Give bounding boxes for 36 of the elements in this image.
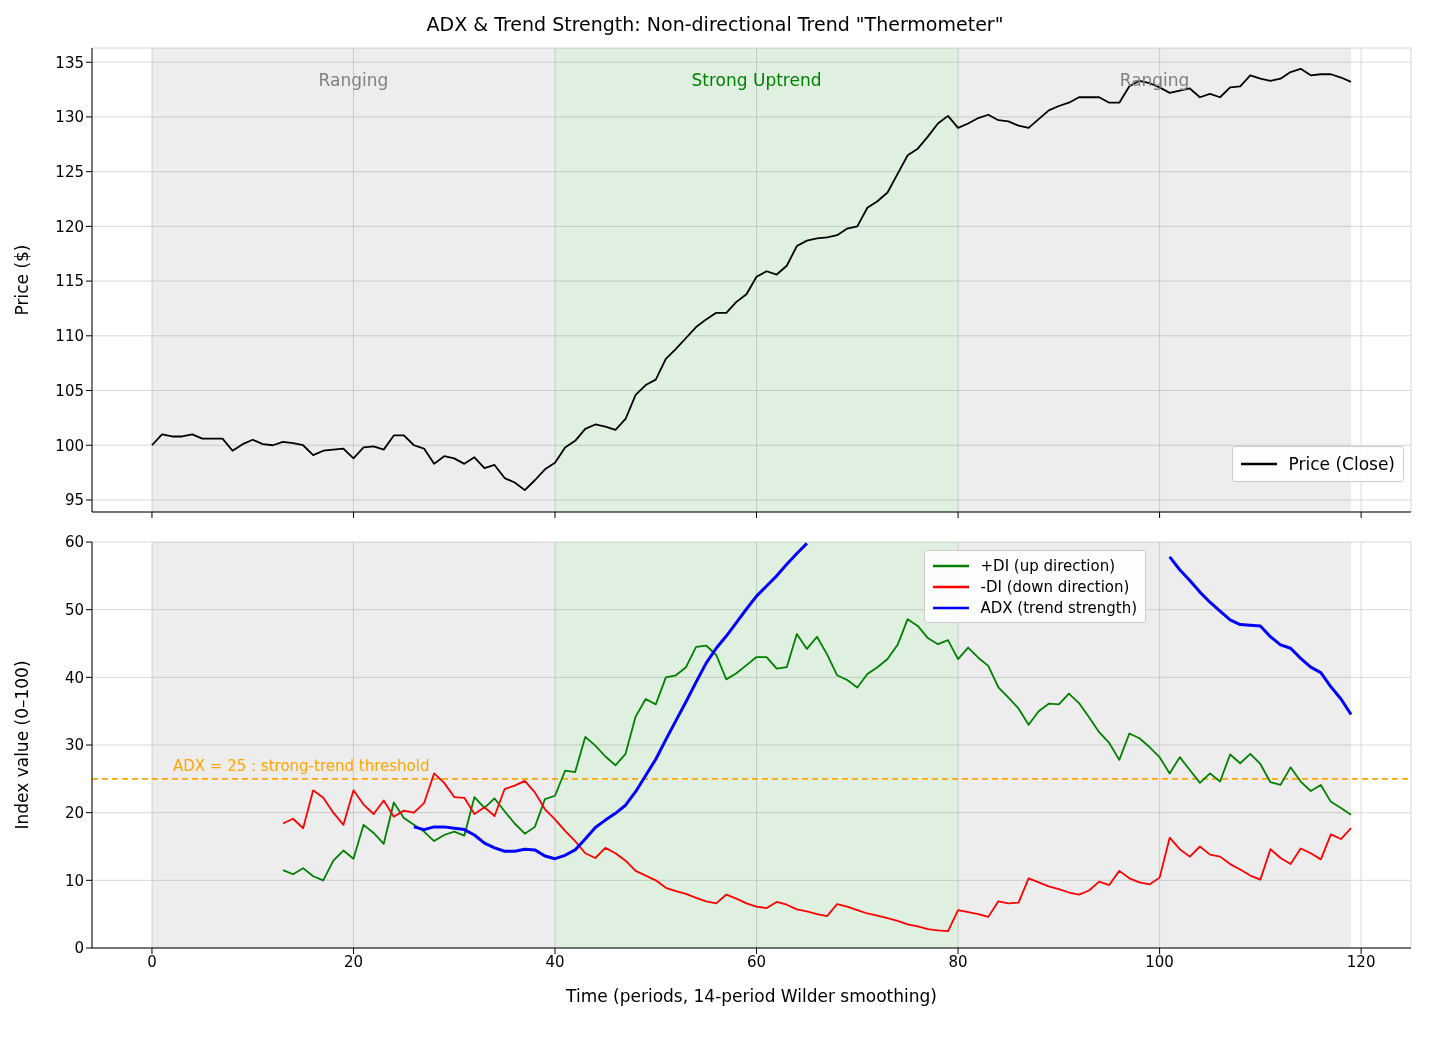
y-tick-label: 115: [55, 272, 84, 291]
band-label: Strong Uptrend: [691, 70, 822, 91]
y-tick-label: 135: [55, 53, 84, 72]
x-tick-label: 100: [1145, 952, 1174, 971]
y-tick-label: 0: [74, 939, 84, 958]
x-tick-label: 40: [545, 952, 565, 971]
y-tick-label: 110: [55, 327, 84, 346]
x-tick-label: 20: [343, 952, 364, 971]
band-label: Ranging: [1119, 70, 1190, 91]
y-tick-label: 100: [55, 436, 84, 455]
legend-label: Price (Close): [1288, 454, 1395, 474]
y-tick-label: 30: [64, 736, 84, 755]
legend-label: +DI (up direction): [980, 556, 1116, 575]
y-tick-label: 125: [55, 162, 84, 181]
band-label: Ranging: [318, 70, 389, 91]
legend-label: ADX (trend strength): [980, 598, 1137, 617]
ref-line-label: ADX = 25 : strong-trend threshold: [173, 757, 430, 776]
line-series: [282, 772, 1352, 932]
x-axis-title: Time (periods, 14-period Wilder smoothing): [565, 986, 937, 1006]
y-axis-title: Index value (0–100): [12, 660, 33, 830]
y-tick-label: 50: [64, 600, 84, 619]
y-tick-label: 60: [64, 533, 84, 552]
y-tick-label: 120: [55, 217, 84, 236]
x-tick-label: 80: [948, 952, 968, 971]
x-tick-label: 0: [147, 952, 157, 971]
y-tick-label: 95: [64, 491, 84, 510]
y-axis-title: Price ($): [12, 244, 33, 316]
y-tick-label: 40: [64, 668, 84, 687]
legend-label: -DI (down direction): [980, 577, 1130, 596]
x-tick-label: 120: [1346, 952, 1376, 971]
y-tick-label: 130: [55, 108, 84, 127]
x-tick-label: 60: [746, 952, 767, 971]
y-tick-label: 20: [64, 803, 84, 822]
y-tick-label: 105: [55, 381, 84, 400]
y-tick-label: 10: [64, 871, 84, 890]
chart-title: ADX & Trend Strength: Non-directional Trend "Thermometer": [425, 12, 1005, 37]
